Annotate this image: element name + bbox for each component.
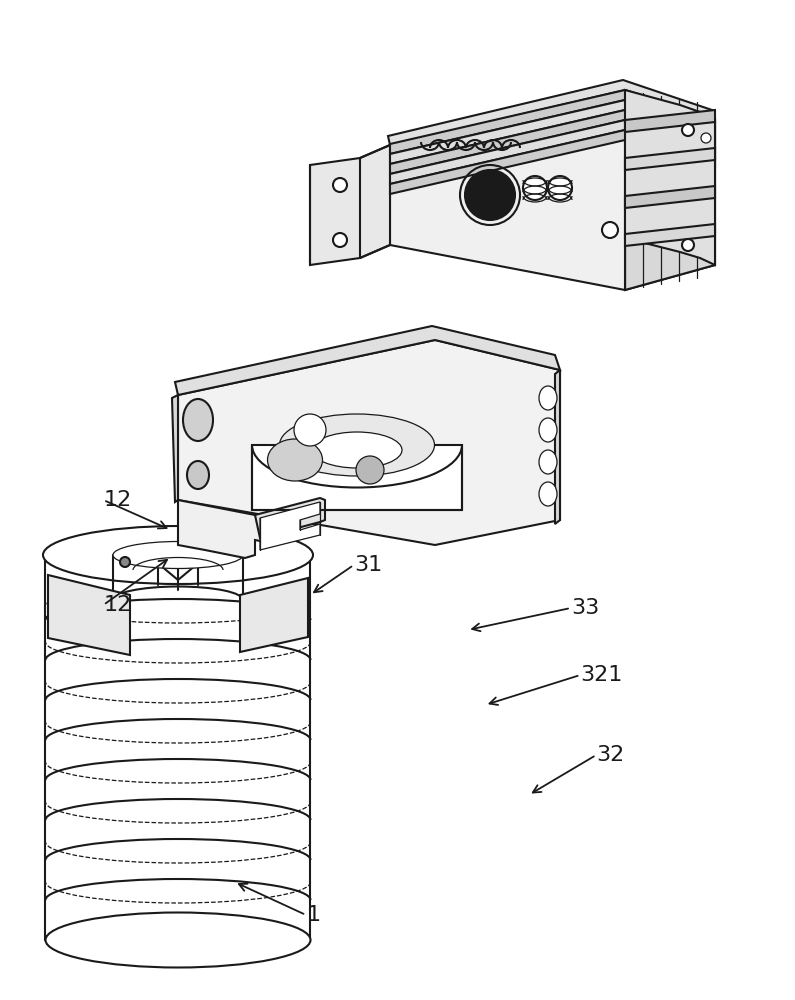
Ellipse shape xyxy=(43,526,313,584)
Polygon shape xyxy=(390,110,715,174)
Ellipse shape xyxy=(312,432,402,468)
Ellipse shape xyxy=(356,456,384,484)
Polygon shape xyxy=(172,395,178,502)
Ellipse shape xyxy=(280,414,435,476)
Polygon shape xyxy=(252,445,462,510)
Text: 12: 12 xyxy=(103,595,132,615)
Ellipse shape xyxy=(267,439,323,481)
Polygon shape xyxy=(555,370,560,524)
Ellipse shape xyxy=(294,414,326,446)
Text: 321: 321 xyxy=(580,665,622,685)
Polygon shape xyxy=(178,340,560,545)
Polygon shape xyxy=(48,575,130,655)
Circle shape xyxy=(701,133,711,143)
Polygon shape xyxy=(388,80,715,145)
Text: 12: 12 xyxy=(103,490,132,510)
Polygon shape xyxy=(390,90,715,154)
Polygon shape xyxy=(625,110,715,132)
Polygon shape xyxy=(240,578,308,652)
Polygon shape xyxy=(625,90,715,265)
Circle shape xyxy=(523,176,547,200)
Polygon shape xyxy=(390,90,715,290)
Ellipse shape xyxy=(187,461,209,489)
Text: 1: 1 xyxy=(306,905,320,925)
Polygon shape xyxy=(255,498,325,538)
Polygon shape xyxy=(390,100,715,164)
Circle shape xyxy=(465,170,515,220)
Circle shape xyxy=(333,178,347,192)
Circle shape xyxy=(333,233,347,247)
Polygon shape xyxy=(178,500,295,558)
Ellipse shape xyxy=(183,399,213,441)
Polygon shape xyxy=(310,145,390,265)
Polygon shape xyxy=(625,90,715,290)
Ellipse shape xyxy=(45,912,311,968)
Text: 33: 33 xyxy=(571,598,599,618)
Polygon shape xyxy=(390,120,715,184)
Ellipse shape xyxy=(539,418,557,442)
Text: 32: 32 xyxy=(596,745,625,765)
Polygon shape xyxy=(625,224,715,246)
Polygon shape xyxy=(625,186,715,208)
Polygon shape xyxy=(175,326,560,395)
Ellipse shape xyxy=(539,450,557,474)
Polygon shape xyxy=(260,502,320,550)
Circle shape xyxy=(120,557,130,567)
Text: 31: 31 xyxy=(354,555,382,575)
Circle shape xyxy=(602,222,618,238)
Circle shape xyxy=(682,239,694,251)
Circle shape xyxy=(682,124,694,136)
Ellipse shape xyxy=(539,482,557,506)
Polygon shape xyxy=(625,148,715,170)
Ellipse shape xyxy=(113,542,243,568)
Polygon shape xyxy=(390,130,715,194)
Circle shape xyxy=(548,176,572,200)
Ellipse shape xyxy=(539,386,557,410)
